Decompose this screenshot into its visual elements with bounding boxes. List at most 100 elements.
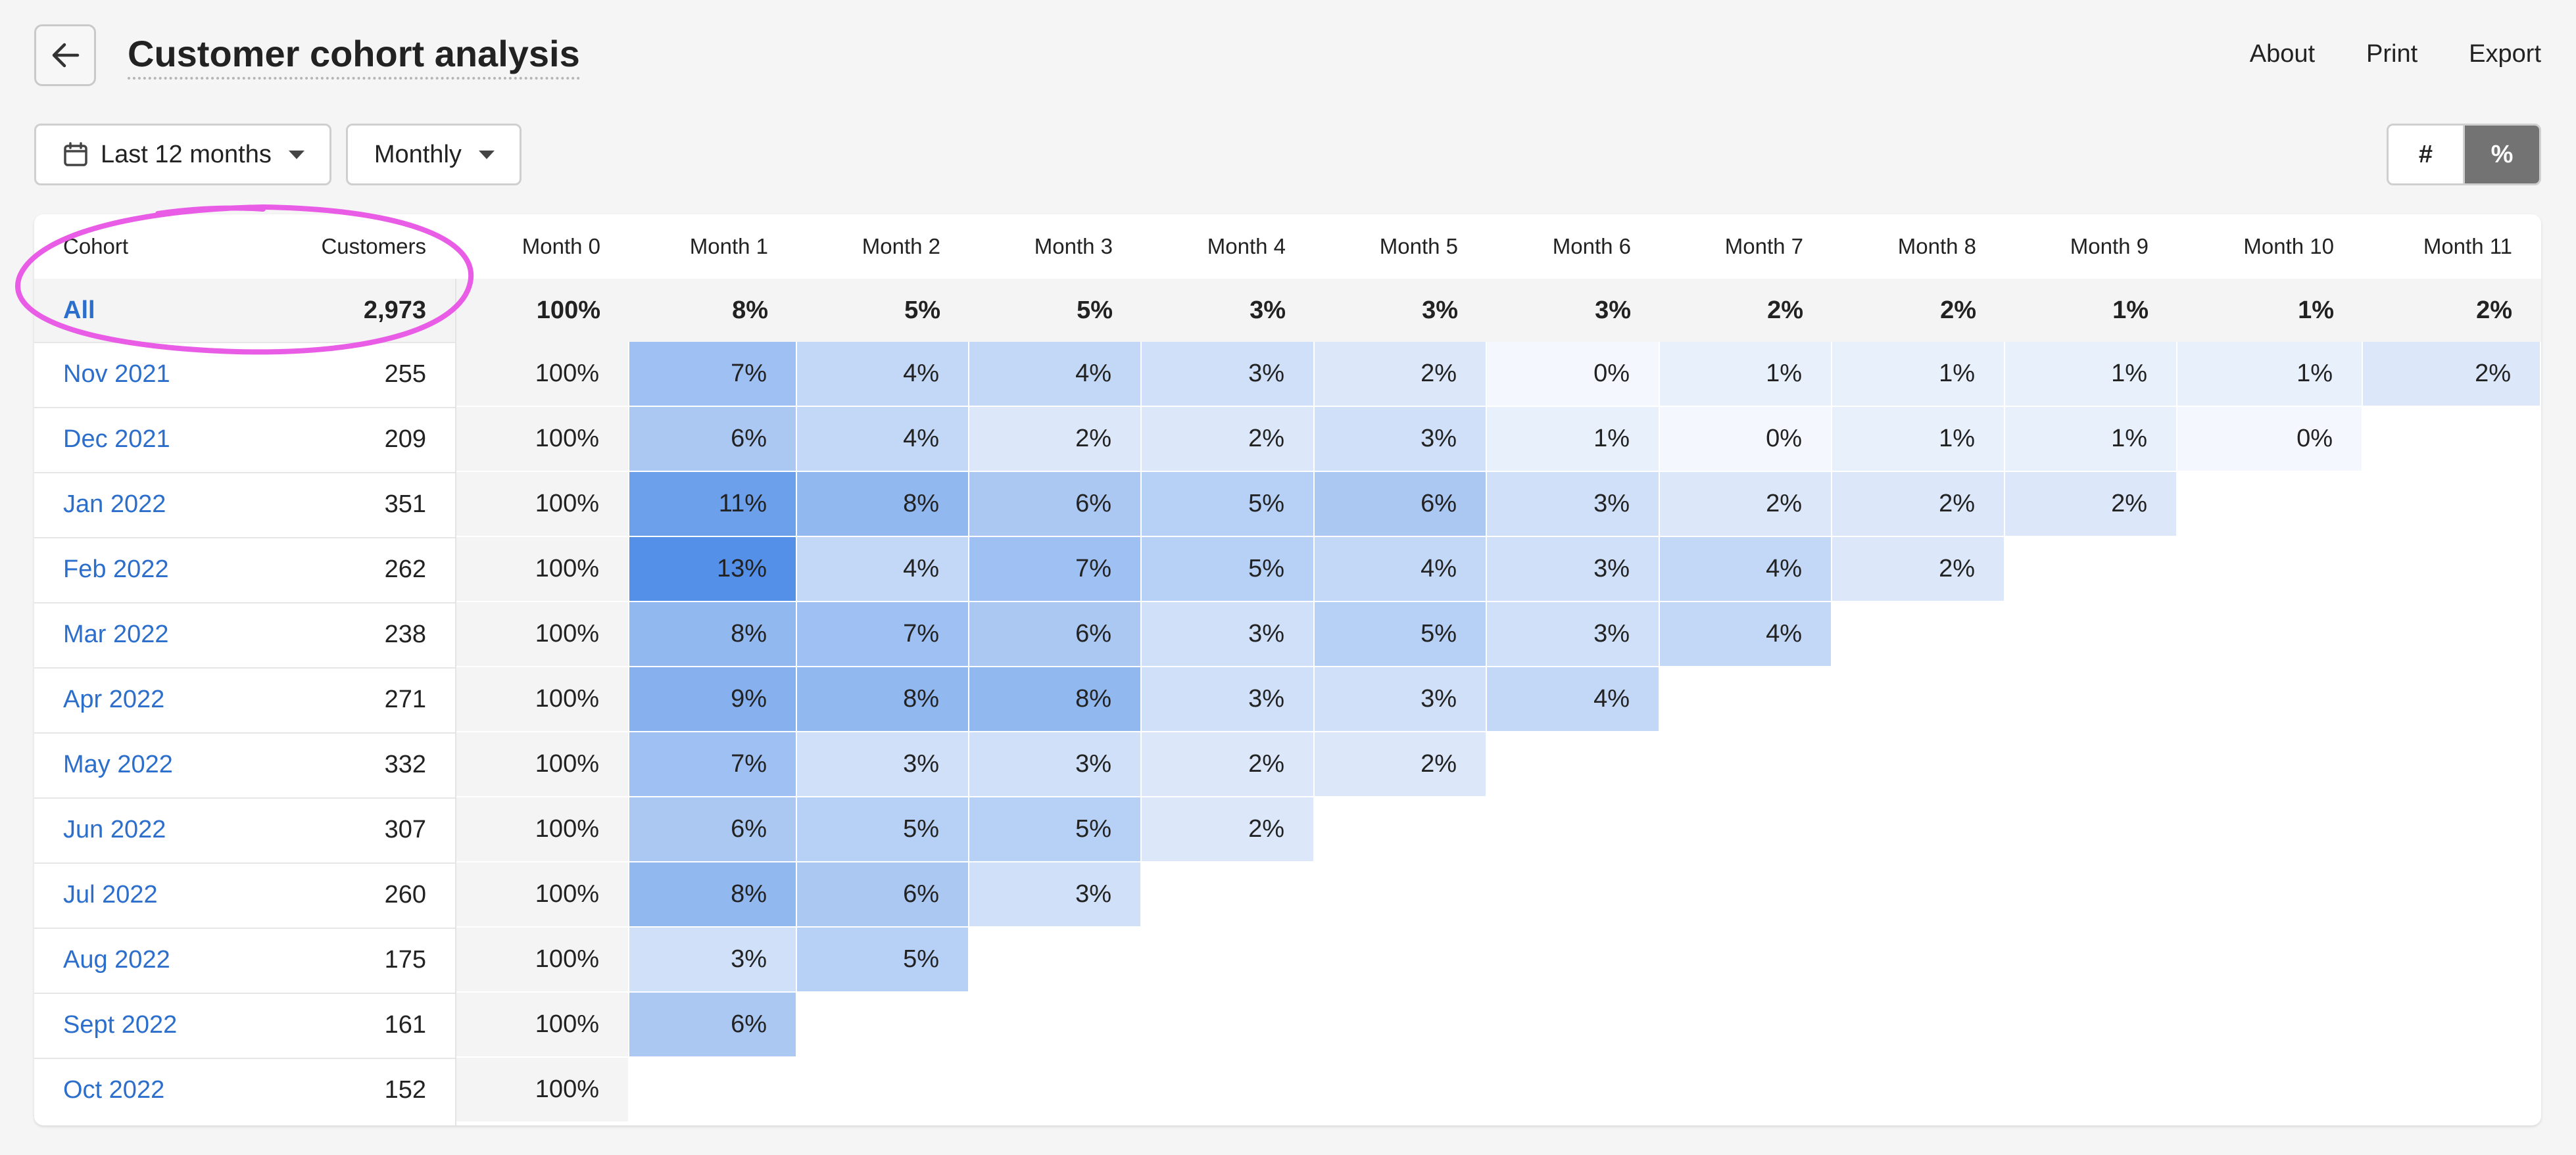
export-button[interactable]: Export: [2469, 40, 2541, 68]
retention-cell: 3%: [1487, 537, 1660, 602]
cohort-link[interactable]: Mar 2022: [63, 621, 169, 648]
retention-cell: 6%: [629, 407, 797, 472]
cohort-link[interactable]: Jan 2022: [63, 490, 166, 518]
retention-cell: 100%: [455, 342, 629, 407]
retention-cell: 3%: [1487, 602, 1660, 667]
retention-cell: 3%: [969, 862, 1142, 928]
table-row-all: All 2,973 100% 8% 5% 5% 3% 3% 3% 2% 2% 1% 1% 2%: [34, 279, 2541, 342]
customers-cell: 262: [384, 555, 426, 583]
retention-cell: 2%: [969, 407, 1142, 472]
retention-cell: 100%: [455, 797, 629, 862]
retention-cell: 1%: [2005, 342, 2177, 407]
retention-cell: 100%: [455, 993, 629, 1058]
row-divider: [34, 862, 455, 864]
retention-cell: 3%: [1315, 667, 1487, 732]
back-button[interactable]: [34, 24, 96, 86]
customers-cell: 2,973: [245, 279, 455, 342]
cohort-link[interactable]: Apr 2022: [63, 686, 165, 713]
retention-cell: 5%: [1142, 472, 1315, 537]
retention-cell: 2%: [1142, 407, 1315, 472]
customers-cell: 161: [384, 1011, 426, 1039]
column-header-month: Month 11: [2423, 234, 2512, 258]
table-row: May 2022 332 100% 7% 3% 3% 2% 2%: [34, 732, 2541, 797]
chevron-down-icon: [478, 150, 495, 159]
retention-cell: 1%: [2177, 279, 2363, 342]
retention-cell: 1%: [2177, 342, 2363, 407]
retention-cell: 7%: [629, 732, 797, 797]
table-row: Apr 2022 271 100% 9% 8% 8% 3% 3% 4%: [34, 667, 2541, 732]
retention-cell: 2%: [1315, 732, 1487, 797]
cohort-link[interactable]: Sept 2022: [63, 1011, 178, 1039]
retention-cell: 100%: [455, 862, 629, 928]
customers-cell: 255: [384, 360, 426, 388]
retention-cell: 100%: [455, 279, 629, 342]
date-range-select[interactable]: Last 12 months: [34, 124, 331, 185]
interval-select[interactable]: Monthly: [345, 124, 522, 185]
retention-cell: 1%: [2005, 407, 2177, 472]
cohort-link[interactable]: Dec 2021: [63, 425, 170, 453]
retention-cell: 2%: [1315, 342, 1487, 407]
retention-cell: 2%: [1142, 732, 1315, 797]
page-title: Customer cohort analysis: [128, 34, 580, 80]
table-row: Oct 2022 152 100%: [34, 1058, 2541, 1123]
cohort-link[interactable]: Feb 2022: [63, 555, 169, 583]
cohort-link-all[interactable]: All: [63, 296, 95, 324]
retention-cell: 8%: [629, 862, 797, 928]
retention-cell: 2%: [2363, 279, 2541, 342]
retention-cell: 3%: [1487, 472, 1660, 537]
print-button[interactable]: Print: [2366, 40, 2418, 68]
arrow-left-icon: [52, 43, 80, 68]
column-header-month: Month 10: [2243, 234, 2334, 258]
about-button[interactable]: About: [2249, 40, 2316, 68]
retention-cell: 4%: [1315, 537, 1487, 602]
cohort-cell: Mar 2022: [34, 602, 245, 667]
retention-cell: 11%: [629, 472, 797, 537]
cohort-cell: Apr 2022: [34, 667, 245, 732]
cohort-link[interactable]: Jul 2022: [63, 881, 158, 908]
column-header-month: Month 2: [862, 234, 940, 258]
calendar-icon: [64, 142, 87, 166]
row-divider: [34, 797, 455, 799]
retention-cell: 13%: [629, 537, 797, 602]
view-toggle: # %: [2387, 124, 2541, 185]
row-divider: [34, 472, 455, 473]
table-row: Dec 2021 209 100% 6% 4% 2% 2% 3% 1% 0% 1% 1% 0%: [34, 407, 2541, 472]
retention-cell: 1%: [1660, 342, 1832, 407]
count-toggle-button[interactable]: #: [2389, 126, 2465, 183]
column-header-month: Month 7: [1724, 234, 1803, 258]
retention-cell: 1%: [1832, 407, 2005, 472]
cohort-link[interactable]: May 2022: [63, 751, 173, 778]
column-header-month: Month 5: [1379, 234, 1458, 258]
table-row: Jan 2022 351 100% 11% 8% 6% 5% 6% 3% 2% 2% 2%: [34, 472, 2541, 537]
table-row: Nov 2021 255 100% 7% 4% 4% 3% 2% 0% 1% 1% 1% 1% 2%: [34, 342, 2541, 407]
retention-cell: 2%: [1832, 537, 2005, 602]
retention-cell: 5%: [969, 279, 1142, 342]
table-header-row: Cohort Customers Month 0 Month 1 Month 2 Mont…: [34, 214, 2541, 279]
customers-cell: 351: [384, 490, 426, 518]
column-header-month: Month 6: [1552, 234, 1631, 258]
retention-cell: 5%: [797, 279, 969, 342]
cohort-link[interactable]: Aug 2022: [63, 946, 170, 974]
cohort-cell: Dec 2021: [34, 407, 245, 472]
percent-toggle-button[interactable]: %: [2465, 126, 2539, 183]
cohort-link[interactable]: Jun 2022: [63, 816, 166, 843]
retention-cell: 2%: [1832, 279, 2005, 342]
chevron-down-icon: [288, 150, 304, 159]
table-row: Jul 2022 260 100% 8% 6% 3%: [34, 862, 2541, 928]
customers-cell: 332: [384, 751, 426, 778]
cohort-cell: Aug 2022: [34, 928, 245, 993]
cohort-link[interactable]: Oct 2022: [63, 1076, 165, 1104]
row-divider: [34, 602, 455, 603]
column-divider: [455, 279, 456, 1125]
cohort-link[interactable]: Nov 2021: [63, 360, 170, 388]
retention-cell: 2%: [2005, 472, 2177, 537]
retention-cell: 0%: [1660, 407, 1832, 472]
row-divider: [34, 732, 455, 734]
retention-cell: 3%: [1142, 279, 1315, 342]
row-divider: [34, 667, 455, 669]
retention-cell: 8%: [797, 472, 969, 537]
retention-cell: 6%: [1315, 472, 1487, 537]
retention-cell: 3%: [1487, 279, 1660, 342]
cohort-cell: All: [34, 279, 245, 342]
retention-cell: 5%: [797, 797, 969, 862]
